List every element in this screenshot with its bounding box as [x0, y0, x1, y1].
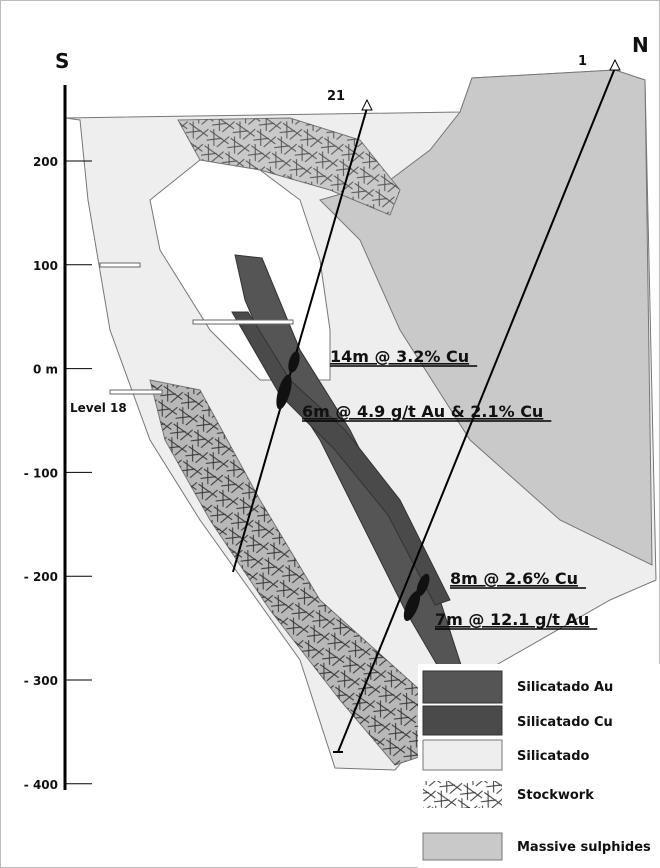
north-label: N: [632, 33, 649, 57]
legend-label: Silicatado: [517, 749, 590, 764]
collar: [610, 60, 620, 70]
legend-swatch: [423, 833, 502, 860]
scale-label: 100: [33, 259, 58, 273]
level-drift: [110, 390, 162, 394]
legend-label: Silicatado Cu: [517, 715, 613, 730]
intercept-label: 6m @ 4.9 g/t Au & 2.1% Cu: [302, 402, 543, 421]
collar: [362, 100, 372, 110]
level-label: Level 18: [70, 401, 127, 415]
hole-label: 21: [327, 89, 345, 104]
legend-swatch: [423, 740, 502, 770]
level-drift: [100, 263, 140, 267]
scale-label: - 300: [24, 674, 58, 688]
intercept-label: 14m @ 3.2% Cu: [330, 347, 469, 366]
scale-label: 0 m: [33, 363, 58, 377]
legend-label: Stockwork: [517, 788, 594, 803]
legend-label: Silicatado Au: [517, 680, 613, 695]
scale-label: - 400: [24, 778, 58, 792]
south-label: S: [55, 49, 69, 73]
scale-label: - 200: [24, 570, 58, 584]
legend-swatch: [423, 671, 502, 703]
legend-swatch: [423, 706, 502, 735]
intercept-label: 7m @ 12.1 g/t Au: [435, 610, 589, 629]
scale-label: 200: [33, 155, 58, 169]
intercept-label: 8m @ 2.6% Cu: [450, 569, 578, 588]
scale-label: - 100: [24, 466, 58, 480]
legend-swatch: [423, 781, 502, 808]
legend-label: Massive sulphides: [517, 840, 651, 855]
cross-section: 200 100 0 m - 100 - 200 - 300 - 400 S N 1 21 L…: [0, 0, 660, 868]
hole-label: 1: [578, 54, 587, 69]
level-drift: [193, 320, 293, 324]
depth-scale: 200 100 0 m - 100 - 200 - 300 - 400: [24, 155, 92, 792]
